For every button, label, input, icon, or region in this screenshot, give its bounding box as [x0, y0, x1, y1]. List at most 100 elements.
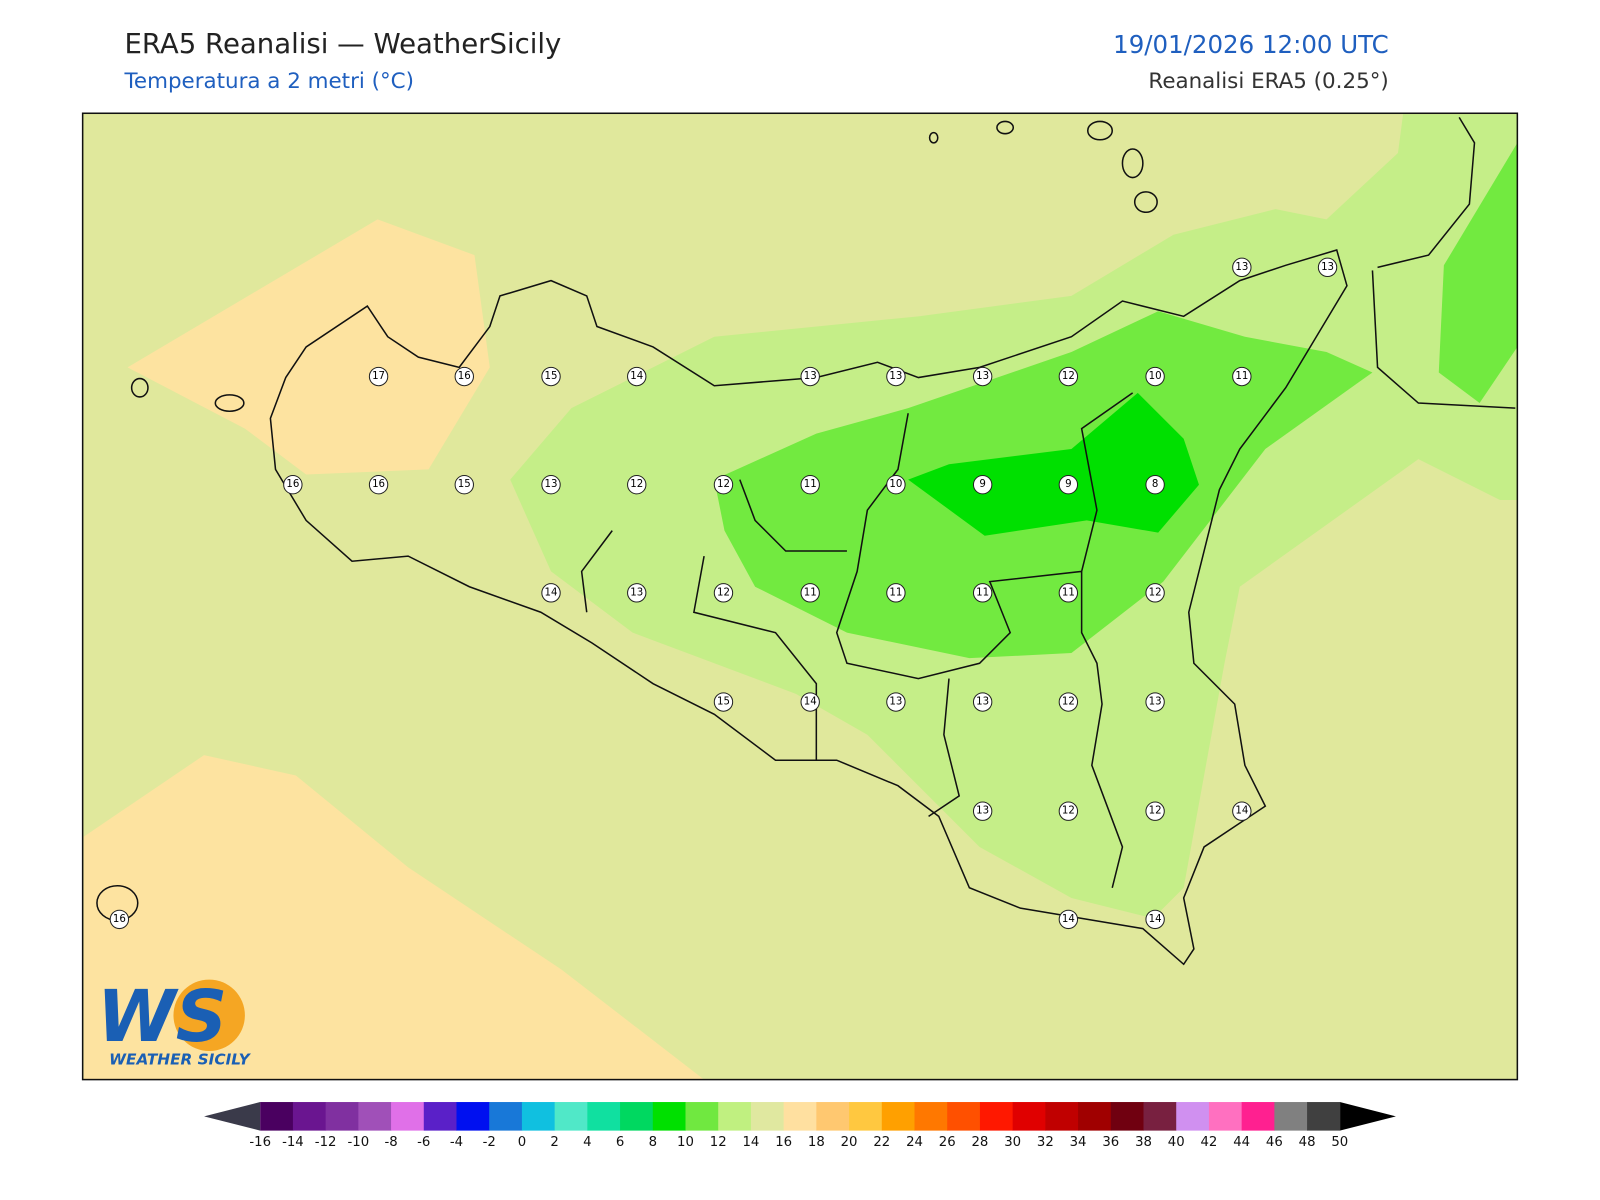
- station-marker: [886, 475, 906, 495]
- station-marker: [454, 366, 474, 387]
- station-marker: [541, 366, 561, 387]
- station-marker: [972, 475, 993, 495]
- station-marker: [368, 366, 389, 387]
- station-value: 13: [889, 697, 902, 708]
- station-value: 13: [976, 806, 989, 817]
- colorbar-label: 30: [1004, 1135, 1021, 1150]
- station-marker: [1145, 366, 1165, 387]
- station-marker: [972, 801, 993, 821]
- station-marker: [972, 583, 993, 603]
- station: 14: [1232, 801, 1252, 821]
- station: 12: [713, 583, 734, 603]
- logo: WS WEATHER SICILY: [97, 975, 252, 1068]
- station-value: 13: [1321, 262, 1334, 273]
- subtitle: Temperatura a 2 metri (°C): [123, 69, 413, 94]
- station-marker: [1145, 801, 1165, 821]
- station-marker: [368, 475, 389, 495]
- station: 13: [972, 692, 993, 712]
- station-marker: [800, 366, 820, 387]
- station-marker: [541, 583, 561, 603]
- colorbar-label: 10: [677, 1135, 694, 1150]
- station-marker: [800, 583, 820, 603]
- colorbar-label: -2: [483, 1135, 496, 1150]
- station-marker: [972, 366, 993, 387]
- colorbar-bin: [620, 1102, 654, 1131]
- station: 12: [1145, 801, 1165, 821]
- station: 10: [1145, 366, 1165, 387]
- station-marker: [1058, 475, 1079, 495]
- station-value: 16: [372, 479, 385, 490]
- station: 13: [1317, 257, 1338, 278]
- station: 15: [541, 366, 561, 387]
- colorbar-bin: [979, 1102, 1014, 1131]
- station-marker: [283, 475, 303, 495]
- station-marker: [800, 692, 820, 712]
- colorbar-label: -8: [384, 1135, 397, 1150]
- station-value: 13: [630, 587, 643, 598]
- colorbar-label: -6: [417, 1135, 430, 1150]
- map-frame: [81, 112, 1519, 1081]
- colorbar-label: 24: [906, 1135, 923, 1150]
- station: 16: [454, 366, 474, 387]
- station-marker: [1317, 257, 1338, 278]
- colorbar-label: 34: [1070, 1135, 1087, 1150]
- map: 17 16 15 14 13 13 13 12 10 11 13 13 16 16 15 13 12 12 11 10…: [82, 113, 1518, 1080]
- colorbar-bin: [1012, 1102, 1046, 1131]
- station-marker: [1232, 257, 1252, 278]
- colorbar-label: 40: [1168, 1135, 1185, 1150]
- station-value: 9: [979, 479, 985, 490]
- colorbar-label: -12: [315, 1135, 337, 1150]
- colorbar-label: -10: [348, 1135, 370, 1150]
- colorbar-label: 50: [1331, 1135, 1348, 1150]
- station-value: 13: [976, 697, 989, 708]
- station-value: 14: [804, 697, 817, 708]
- station: 9: [972, 475, 993, 495]
- station-marker: [1145, 583, 1165, 603]
- station-value: 15: [458, 479, 471, 490]
- station-value: 10: [889, 479, 902, 490]
- station-marker: [627, 475, 647, 495]
- station: 16: [368, 475, 389, 495]
- station: 11: [1058, 583, 1079, 603]
- colorbar-bin: [521, 1102, 556, 1131]
- station-marker: [972, 692, 993, 712]
- station-value: 9: [1065, 479, 1071, 490]
- station: 17: [368, 366, 389, 387]
- station-value: 11: [804, 587, 817, 598]
- colorbar-bin: [358, 1102, 392, 1131]
- colorbar-bin: [260, 1102, 294, 1131]
- colorbar-label: 22: [873, 1135, 890, 1150]
- colorbar-label: 4: [583, 1135, 591, 1150]
- station-value: 12: [1062, 697, 1075, 708]
- station-marker: [713, 692, 734, 712]
- station: 14: [1145, 909, 1165, 930]
- colorbar-bin: [489, 1102, 523, 1131]
- station-marker: [800, 475, 820, 495]
- station: 13: [886, 366, 906, 387]
- station-value: 11: [804, 479, 817, 490]
- station-value: 12: [1062, 806, 1075, 817]
- station-value: 11: [1062, 587, 1075, 598]
- station-value: 13: [804, 371, 817, 382]
- station: 11: [886, 583, 906, 603]
- station: 12: [1058, 692, 1079, 712]
- colorbar-bin: [1176, 1102, 1210, 1131]
- station-value: 13: [1235, 262, 1248, 273]
- colorbar-bin: [1078, 1102, 1112, 1131]
- colorbar-bin: [1307, 1102, 1341, 1131]
- station: 14: [800, 692, 820, 712]
- station-value: 13: [976, 371, 989, 382]
- station-value: 16: [113, 914, 126, 925]
- station-marker: [1058, 366, 1079, 387]
- station-value: 12: [717, 587, 730, 598]
- field-16: [127, 219, 490, 475]
- colorbar-label: 12: [710, 1135, 727, 1150]
- station: 14: [627, 366, 647, 387]
- station-marker: [1058, 692, 1079, 712]
- station: 12: [1058, 801, 1079, 821]
- station-value: 12: [717, 479, 730, 490]
- station-value: 14: [1062, 914, 1075, 925]
- station-value: 12: [1149, 587, 1162, 598]
